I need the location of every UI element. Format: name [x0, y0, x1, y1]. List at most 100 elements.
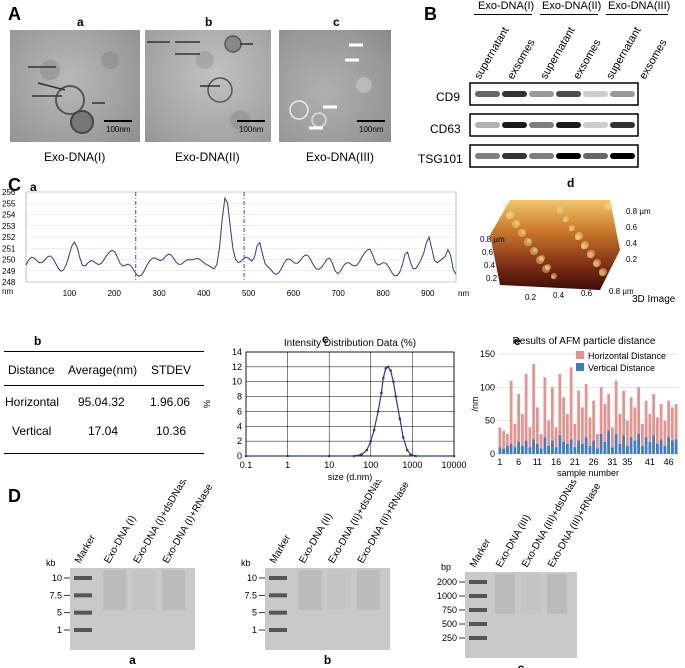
- afm-distance-chart: Results of AFM particle distance 0 50 100 15…: [470, 336, 678, 478]
- chart-e-bar: [547, 420, 550, 454]
- wb-band: [610, 122, 635, 128]
- chart-c-point: [394, 395, 398, 398]
- gel-ladder-label: 1: [252, 625, 257, 635]
- chart-e-bar: [521, 446, 524, 454]
- table-cell: Vertical: [12, 424, 52, 438]
- wb-band: [529, 91, 554, 97]
- chart-e-bar: [588, 417, 592, 454]
- gel-ladder-label: 1: [57, 625, 62, 635]
- chart-e-bar: [551, 387, 554, 454]
- wb-band: [583, 122, 608, 128]
- chart-e-bar: [536, 444, 539, 454]
- profile-y-tick: 251: [2, 244, 16, 253]
- chart-e-bar: [498, 447, 502, 454]
- chart-c-y-tick: 8: [237, 392, 242, 402]
- wb-band: [610, 91, 635, 97]
- gel-ladder-band: [269, 610, 287, 615]
- chart-e-bar: [663, 420, 667, 454]
- chart-e-bar: [603, 404, 607, 454]
- afm-y-tick: 0.4: [484, 261, 496, 270]
- profile-x-tick: 900: [421, 289, 435, 298]
- panel-cc-letter: c: [322, 332, 329, 346]
- chart-c-ylabel: %: [202, 400, 212, 408]
- gel-ladder-band: [469, 580, 487, 584]
- gel-lane-label: Marker: [468, 536, 493, 569]
- gel-ladder-band: [469, 594, 487, 598]
- wb-band: [529, 153, 554, 159]
- panel-b-letter: B: [424, 4, 437, 24]
- chart-c-xlabel: size (d.nm): [328, 472, 373, 482]
- panel-cb-letter: b: [34, 334, 42, 348]
- chart-e-bar: [573, 447, 577, 454]
- chart-c-point: [376, 410, 380, 413]
- band-label-cd9: CD9: [436, 90, 461, 104]
- image-a-label: a: [77, 15, 84, 29]
- chart-e-bar: [517, 394, 520, 454]
- wb-band: [475, 91, 500, 97]
- chart-e-bar: [498, 427, 502, 454]
- panel-ce-letter: e: [514, 334, 521, 348]
- profile-y-tick: 248: [2, 278, 16, 287]
- chart-c-point: [405, 448, 409, 452]
- afm-particle: [503, 203, 507, 207]
- chart-c-y-tick: 6: [237, 406, 242, 416]
- caption-c: Exo-DNA(III): [306, 150, 375, 164]
- gel-ladder-label: 5: [252, 608, 257, 618]
- table-cell: 95.04.32: [78, 395, 125, 409]
- chart-e-bar: [656, 417, 659, 454]
- gel-sub-letter: c: [518, 661, 525, 668]
- chart-e-bar: [543, 377, 547, 454]
- chart-c-point: [382, 376, 385, 380]
- chart-e-bar: [614, 434, 618, 454]
- chart-c-y-tick: 0: [237, 451, 242, 461]
- chart-e-bar: [528, 427, 532, 454]
- profile-x-tick: 400: [197, 289, 211, 298]
- gel-ladder-label: 10: [247, 573, 257, 583]
- wb-blot-box: [469, 82, 639, 106]
- gel-lane-smear: [132, 570, 156, 610]
- gel-ladder-label: 7.5: [49, 590, 62, 600]
- chart-c-point: [380, 391, 383, 395]
- chart-e-legend-label: Vertical Distance: [588, 363, 655, 373]
- chart-c-point: [386, 365, 390, 369]
- profile-x-tick: 200: [108, 289, 122, 298]
- chart-e-bar: [629, 437, 633, 454]
- chart-e-bar: [584, 384, 588, 454]
- table-cell: 10.36: [156, 424, 187, 438]
- gel-ladder-band: [469, 636, 487, 640]
- wb-band: [502, 91, 527, 97]
- profile-y-tick: 249: [2, 267, 16, 276]
- chart-c-x-tick: 10: [324, 460, 334, 470]
- profile-y-tick: 253: [2, 222, 16, 231]
- gel-sub-letter: a: [129, 653, 136, 667]
- gel-ladder-label: 750: [442, 605, 457, 615]
- chart-e-bar: [607, 430, 610, 454]
- wb-band: [502, 153, 527, 159]
- chart-e-bar: [656, 444, 659, 454]
- chart-e-bar: [603, 442, 607, 454]
- table-header: STDEV: [151, 363, 192, 377]
- chart-e-x-tick: 35: [622, 457, 632, 467]
- chart-c-line: [246, 366, 454, 457]
- chart-e-bar: [532, 439, 535, 454]
- gel-lane-label: Marker: [268, 532, 293, 565]
- chart-e-bar: [506, 446, 509, 454]
- chart-e-bar: [618, 444, 622, 454]
- gel-ladder-label: 500: [442, 619, 457, 629]
- chart-e-bar: [644, 437, 648, 454]
- chart-e-bar: [528, 447, 532, 454]
- chart-e-bar: [667, 400, 670, 454]
- panel-c-letter: C: [8, 175, 21, 195]
- chart-e-bar: [637, 434, 640, 454]
- chart-e-bar: [611, 447, 614, 454]
- image-c-label: c: [333, 15, 340, 29]
- gel-ladder-band: [269, 628, 287, 632]
- chart-e-bar: [652, 394, 655, 454]
- chart-c-point: [244, 454, 248, 458]
- afm-y-tick: 0.8 µm: [480, 235, 505, 244]
- gel-lane-label: Marker: [73, 532, 98, 565]
- chart-e-bar: [551, 440, 554, 454]
- chart-e-bar: [663, 446, 667, 454]
- gel-lane-smear: [103, 570, 127, 610]
- image-b-label: b: [205, 15, 213, 29]
